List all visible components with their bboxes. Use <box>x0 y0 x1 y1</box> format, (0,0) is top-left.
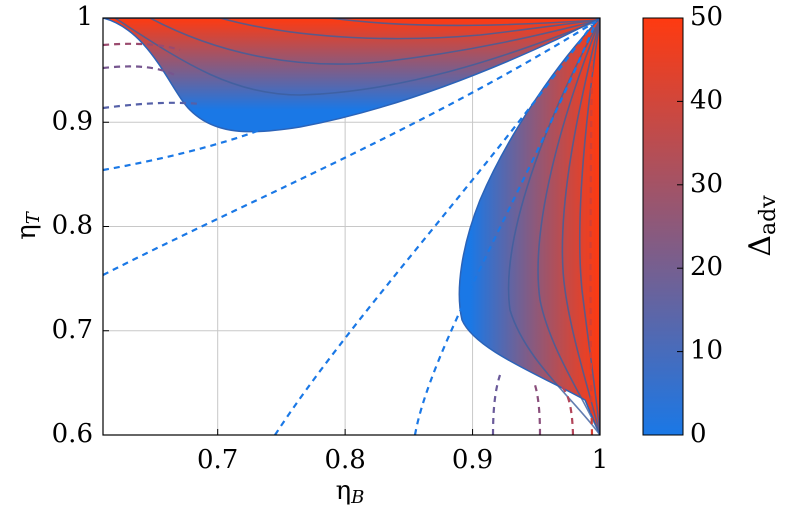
y-tick-label: 0.7 <box>52 315 93 345</box>
x-tick-label: 1 <box>592 445 609 475</box>
contour-lines <box>114 18 600 435</box>
x-tick-label: 0.8 <box>324 445 365 475</box>
contour-field <box>103 18 600 435</box>
colorbar-tick-label: 50 <box>690 2 723 32</box>
colorbar-tick-label: 10 <box>690 336 723 366</box>
dashed-contours <box>103 21 598 435</box>
x-tick-label: 0.7 <box>197 445 238 475</box>
colorbar-tick-label: 40 <box>690 85 723 115</box>
y-tick-label: 1 <box>76 2 93 32</box>
x-tick-label: 0.9 <box>452 445 493 475</box>
y-axis-label: ηT <box>12 210 44 240</box>
colorbar-tick-label: 20 <box>690 252 723 282</box>
colorbar-tick-label: 30 <box>690 169 723 199</box>
y-tick-label: 0.9 <box>52 106 93 136</box>
y-tick-label: 0.6 <box>52 419 93 449</box>
colorbar <box>642 17 684 436</box>
colorbar-tick-label: 0 <box>690 419 707 449</box>
colorbar-label: Δadv <box>743 195 781 257</box>
y-tick-label: 0.8 <box>52 211 93 241</box>
x-axis-label: ηB <box>336 476 365 508</box>
